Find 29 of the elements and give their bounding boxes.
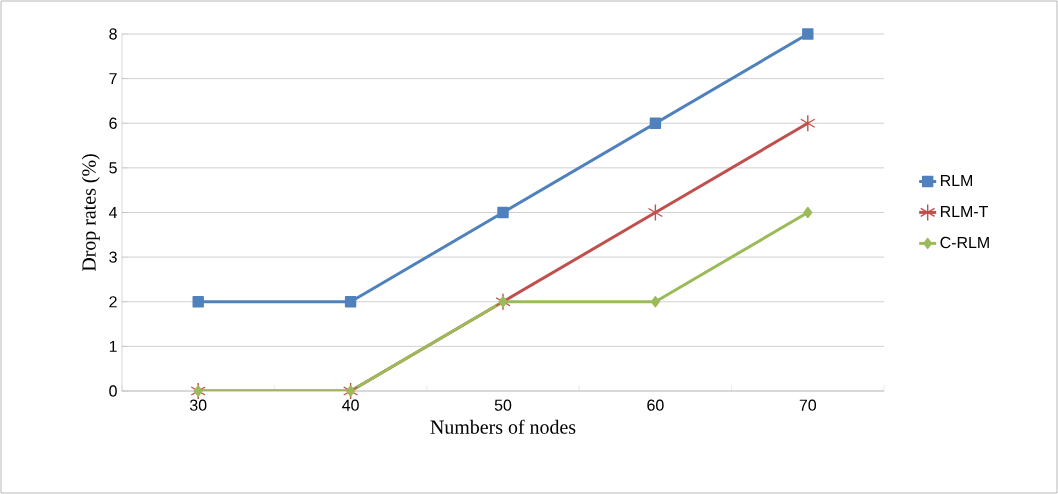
- y-tick-label: 4: [108, 207, 118, 218]
- point: [649, 117, 662, 129]
- point: [497, 206, 509, 219]
- point: [344, 296, 357, 308]
- point: [802, 28, 814, 40]
- point: [803, 206, 813, 219]
- x-tick-label: 50: [494, 399, 512, 411]
- y-tick-label: 7: [109, 73, 117, 85]
- legend-label: RLM-T: [940, 205, 988, 217]
- x-tick-label: 60: [647, 399, 664, 411]
- x-axis-title: Numbers of nodes: [430, 419, 576, 434]
- y-tick-label: 3: [109, 251, 117, 263]
- legend-label: RLM: [940, 175, 973, 187]
- x-tick-label: 30: [189, 399, 207, 411]
- point: [192, 296, 204, 308]
- legend-label: C-RLM: [940, 236, 989, 249]
- x-tick-label: 70: [799, 399, 817, 411]
- point: [647, 203, 664, 222]
- y-tick-label: 6: [109, 117, 117, 129]
- point: [800, 114, 816, 132]
- y-axis-title: Drop rates (%): [81, 154, 100, 272]
- y-tick-label: 0: [109, 385, 117, 397]
- y-tick-label: 1: [109, 340, 117, 352]
- point: [650, 296, 660, 308]
- point: [342, 382, 359, 400]
- x-tick-label: 40: [342, 399, 359, 411]
- y-tick-label: 2: [109, 296, 117, 308]
- y-tick-label: 5: [109, 162, 117, 174]
- y-tick-label: 8: [109, 28, 117, 40]
